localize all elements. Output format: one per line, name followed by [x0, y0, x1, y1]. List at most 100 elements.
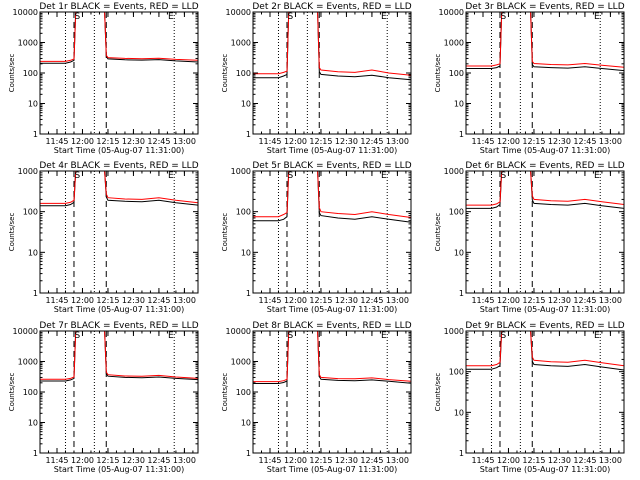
x-tick-label: 12:30 — [122, 456, 145, 465]
x-tick-label: 12:45 — [147, 137, 170, 146]
x-tick-label: 12:15 — [96, 456, 119, 465]
x-tick-label: 12:45 — [147, 296, 170, 305]
y-tick-label: 10 — [241, 100, 251, 109]
x-tick-label: 12:00 — [497, 456, 520, 465]
event-marker-e: E — [594, 331, 600, 341]
y-tick-label: 100 — [23, 388, 38, 397]
panel-title: Det 1r BLACK = Events, RED = LLD — [39, 2, 198, 12]
y-tick-label: 10 — [454, 248, 464, 257]
x-tick-label: 11:45 — [258, 296, 281, 305]
y-tick-label: 1 — [246, 289, 251, 298]
panel-title: Det 9r BLACK = Events, RED = LLD — [465, 321, 624, 331]
x-tick-label: 12:00 — [284, 456, 307, 465]
event-marker-s: S — [501, 12, 507, 22]
y-tick-label: 1000 — [18, 358, 38, 367]
event-marker-s: S — [501, 171, 507, 181]
y-tick-label: 10 — [28, 100, 38, 109]
y-axis-label: Counts/sec — [434, 213, 442, 252]
y-tick-label: 10000 — [226, 327, 251, 336]
x-tick-label: 13:00 — [599, 296, 622, 305]
panel-2: Det 2r BLACK = Events, RED = LLD 1 10 100 10… — [221, 2, 412, 155]
y-tick-label: 100 — [449, 368, 464, 377]
y-tick-label: 100 — [236, 388, 251, 397]
event-marker-s: S — [75, 171, 81, 181]
panel-8: Det 8r BLACK = Events, RED = LLD 1 10 100 10… — [221, 321, 412, 474]
x-tick-label: 12:30 — [335, 296, 358, 305]
event-marker-e: E — [594, 171, 600, 181]
x-tick-label: 12:15 — [96, 296, 119, 305]
x-tick-label: 11:45 — [45, 137, 68, 146]
y-tick-label: 1 — [246, 130, 251, 139]
x-tick-label: 12:45 — [147, 456, 170, 465]
series-lld-line — [253, 11, 412, 76]
y-tick-label: 1000 — [231, 358, 251, 367]
x-axis-label: Start Time (05-Aug-07 11:31:00) — [267, 465, 398, 474]
y-tick-label: 1 — [33, 289, 38, 298]
y-tick-label: 100 — [449, 69, 464, 78]
x-tick-label: 12:45 — [573, 456, 596, 465]
x-tick-label: 12:45 — [360, 456, 383, 465]
x-tick-label: 13:00 — [599, 456, 622, 465]
y-tick-label: 10000 — [226, 8, 251, 17]
x-axis-label: Start Time (05-Aug-07 11:31:00) — [54, 305, 185, 314]
panel-3: Det 3r BLACK = Events, RED = LLD 1 10 100 10… — [434, 2, 625, 155]
y-tick-label: 1 — [33, 449, 38, 458]
x-tick-label: 13:00 — [386, 456, 409, 465]
x-tick-label: 13:00 — [173, 296, 196, 305]
y-tick-label: 1000 — [444, 327, 464, 336]
y-tick-label: 100 — [236, 69, 251, 78]
panel-title: Det 4r BLACK = Events, RED = LLD — [39, 161, 198, 171]
x-tick-label: 13:00 — [386, 296, 409, 305]
x-tick-label: 12:15 — [96, 137, 119, 146]
plot-frame — [465, 330, 625, 454]
y-tick-label: 100 — [23, 69, 38, 78]
plot-frame — [39, 170, 199, 294]
y-tick-label: 1000 — [231, 39, 251, 48]
x-tick-label: 12:00 — [71, 296, 94, 305]
y-tick-label: 10 — [454, 408, 464, 417]
x-tick-label: 12:30 — [548, 456, 571, 465]
y-axis-label: Counts/sec — [221, 54, 229, 93]
panel-title: Det 5r BLACK = Events, RED = LLD — [252, 161, 411, 171]
series-lld-line — [253, 170, 412, 218]
x-tick-label: 12:30 — [335, 137, 358, 146]
y-tick-label: 100 — [449, 208, 464, 217]
y-tick-label: 10000 — [439, 8, 464, 17]
series-events-line — [40, 330, 199, 382]
event-marker-e: E — [381, 331, 387, 341]
y-tick-label: 1000 — [444, 167, 464, 176]
panel-title: Det 2r BLACK = Events, RED = LLD — [252, 2, 411, 12]
y-tick-label: 1000 — [444, 39, 464, 48]
y-tick-label: 100 — [236, 208, 251, 217]
x-tick-label: 12:00 — [71, 137, 94, 146]
series-lld-line — [40, 11, 199, 62]
x-tick-label: 11:45 — [471, 296, 494, 305]
x-axis-label: Start Time (05-Aug-07 11:31:00) — [267, 305, 398, 314]
event-marker-s: S — [288, 331, 294, 341]
series-lld-line — [40, 170, 199, 204]
y-tick-label: 1 — [459, 130, 464, 139]
y-tick-label: 100 — [23, 208, 38, 217]
y-axis-label: Counts/sec — [434, 373, 442, 412]
x-tick-label: 12:00 — [71, 456, 94, 465]
x-tick-label: 12:30 — [548, 137, 571, 146]
x-tick-label: 13:00 — [599, 137, 622, 146]
x-axis-label: Start Time (05-Aug-07 11:31:00) — [480, 465, 611, 474]
y-axis-label: Counts/sec — [8, 373, 16, 412]
series-events-line — [253, 11, 412, 81]
x-tick-label: 12:15 — [309, 456, 332, 465]
y-tick-label: 1 — [459, 449, 464, 458]
y-tick-label: 10 — [454, 100, 464, 109]
event-marker-s: S — [288, 12, 294, 22]
y-tick-label: 1000 — [18, 167, 38, 176]
x-tick-label: 12:30 — [548, 296, 571, 305]
x-axis-label: Start Time (05-Aug-07 11:31:00) — [54, 465, 185, 474]
x-tick-label: 12:45 — [573, 137, 596, 146]
panel-title: Det 7r BLACK = Events, RED = LLD — [39, 321, 198, 331]
panel-title: Det 3r BLACK = Events, RED = LLD — [465, 2, 624, 12]
x-tick-label: 11:45 — [45, 456, 68, 465]
x-tick-label: 12:15 — [522, 296, 545, 305]
x-tick-label: 13:00 — [173, 137, 196, 146]
x-axis-label: Start Time (05-Aug-07 11:31:00) — [480, 146, 611, 155]
x-tick-label: 12:15 — [522, 456, 545, 465]
